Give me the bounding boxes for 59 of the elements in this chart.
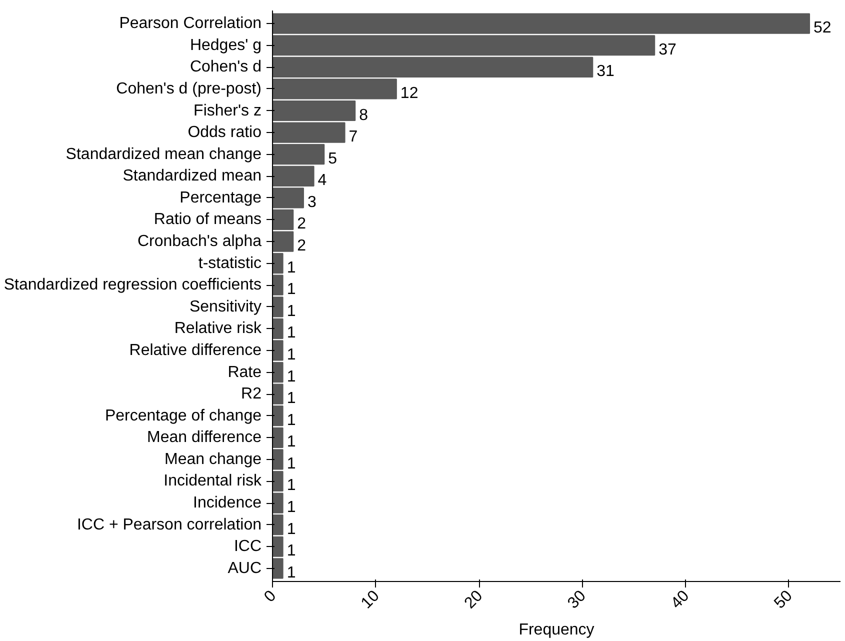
data-label: 1 xyxy=(286,542,296,560)
x-axis-title: Frequency xyxy=(518,622,594,639)
y-tick-label: ICC + Pearson correlation xyxy=(76,516,262,534)
data-label: 4 xyxy=(318,172,327,190)
data-label: 31 xyxy=(596,63,615,80)
y-tick-label: Odds ratio xyxy=(188,124,262,142)
y-tick-label: Cohen's d xyxy=(190,58,262,76)
y-tick-label: Percentage xyxy=(180,189,262,206)
data-label: 1 xyxy=(286,520,296,538)
data-label: 1 xyxy=(286,390,296,408)
data-label: 1 xyxy=(286,477,296,494)
data-label: 1 xyxy=(286,368,296,386)
x-tick-label: 0 xyxy=(261,587,280,606)
y-tick-label: Pearson Correlation xyxy=(119,15,262,32)
data-label: 1 xyxy=(286,434,296,451)
data-label: 37 xyxy=(658,41,677,58)
data-label: 2 xyxy=(297,238,306,255)
data-label: 1 xyxy=(286,259,296,276)
y-tick-label: AUC xyxy=(228,560,262,577)
y-tick-label: R2 xyxy=(241,386,262,403)
data-label: 1 xyxy=(286,324,296,342)
y-tick-label: Hedges' g xyxy=(190,36,262,54)
y-tick-label: ICC xyxy=(234,538,262,556)
y-tick-label: Ratio of means xyxy=(154,211,262,228)
y-tick-label: Cronbach's alpha xyxy=(137,233,262,250)
y-tick-label: Incidence xyxy=(193,494,262,512)
data-label: 1 xyxy=(286,564,296,582)
y-tick-label: Incidental risk xyxy=(164,472,262,490)
y-tick-label: Mean change xyxy=(164,450,262,468)
y-tick-label: Standardized mean change xyxy=(66,146,262,163)
data-label: 5 xyxy=(328,150,338,168)
data-label: 52 xyxy=(814,20,832,37)
y-tick-label: Rate xyxy=(228,364,262,381)
x-tick-label: 30 xyxy=(564,587,590,612)
y-tick-label: Standardized regression coefficients xyxy=(4,276,262,294)
y-tick-label: Mean difference xyxy=(147,429,262,446)
y-tick-label: Sensitivity xyxy=(189,298,262,316)
data-label: 7 xyxy=(348,128,358,146)
data-label: 1 xyxy=(286,346,296,364)
data-label: 1 xyxy=(286,412,296,429)
y-tick-label: Standardized mean xyxy=(122,168,262,185)
y-tick-label: Relative risk xyxy=(174,320,262,338)
data-label: 1 xyxy=(286,499,296,516)
data-label: 1 xyxy=(286,281,296,298)
data-label: 12 xyxy=(400,84,418,102)
x-tick-label: 40 xyxy=(668,587,693,612)
y-tick-label: Cohen's d (pre-post) xyxy=(116,80,262,98)
y-tick-label: Relative difference xyxy=(129,342,262,359)
data-label: 1 xyxy=(286,455,296,472)
y-tick-label: Percentage of change xyxy=(104,407,262,424)
data-label: 1 xyxy=(286,302,296,320)
data-label: 3 xyxy=(307,194,316,211)
data-label: 8 xyxy=(359,106,368,124)
y-tick-label: t-statistic xyxy=(198,254,262,272)
x-tick-label: 20 xyxy=(462,587,486,612)
y-tick-label: Fisher's z xyxy=(194,102,262,120)
x-tick-label: 50 xyxy=(771,587,796,612)
data-label: 2 xyxy=(297,216,306,233)
x-tick-label: 10 xyxy=(358,587,383,612)
